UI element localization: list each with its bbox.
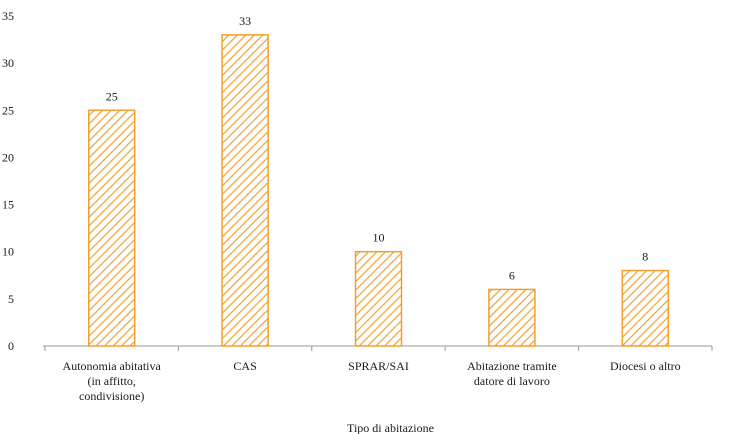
data-label: 25 (106, 89, 118, 103)
bars (87, 34, 670, 347)
y-tick-label: 0 (8, 339, 14, 353)
bar (87, 109, 136, 347)
category-label: CAS (233, 359, 256, 373)
y-axis: 0 5 10 15 20 25 30 35 (2, 9, 14, 353)
category-label: datore di lavoro (474, 374, 550, 388)
bar (221, 34, 269, 347)
y-tick-label: 30 (2, 56, 14, 70)
y-tick-label: 15 (2, 198, 14, 212)
y-tick-label: 35 (2, 9, 14, 23)
category-label: (in affitto, (87, 374, 135, 388)
y-tick-label: 5 (8, 292, 14, 306)
data-label: 10 (373, 231, 385, 245)
category-label: Diocesi o altro (610, 359, 681, 373)
bar (621, 269, 670, 347)
bar (354, 250, 403, 347)
data-label: 33 (239, 14, 251, 28)
category-label: Abitazione tramite (467, 359, 557, 373)
y-tick-label: 10 (2, 245, 14, 259)
category-label: SPRAR/SAI (348, 359, 409, 373)
category-label: condivisione) (79, 389, 144, 403)
category-labels: Autonomia abitativa(in affitto,condivisi… (63, 359, 681, 403)
x-axis-title: Tipo di abitazione (347, 421, 434, 434)
category-label: Autonomia abitativa (63, 359, 162, 373)
bar (488, 288, 536, 347)
y-tick-label: 25 (2, 103, 14, 117)
data-label: 6 (509, 268, 515, 282)
data-labels: 25 33 10 6 8 (106, 14, 649, 283)
data-label: 8 (642, 250, 648, 264)
y-tick-label: 20 (2, 150, 14, 164)
